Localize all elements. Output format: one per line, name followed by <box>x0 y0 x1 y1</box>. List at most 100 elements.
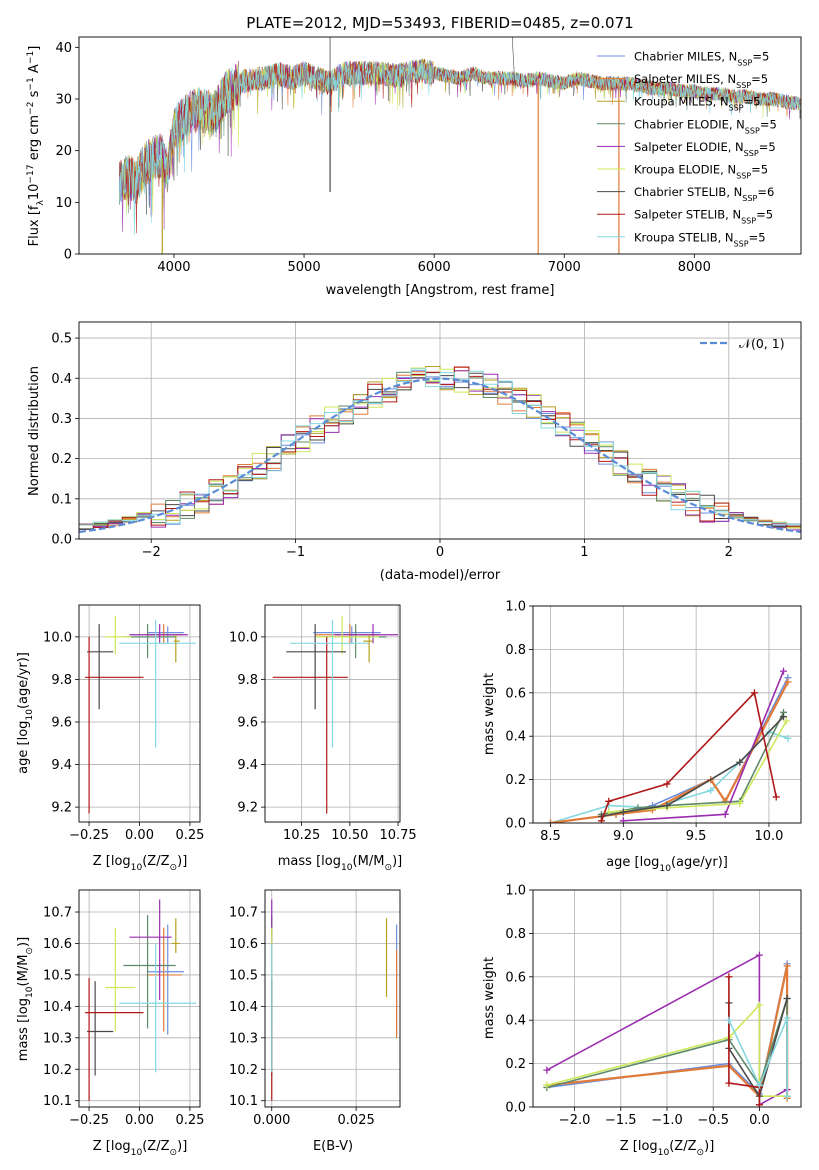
z-age-xlabel-part: 10 <box>131 863 143 873</box>
spectrum-ylabel-part: Flux [f <box>27 205 42 246</box>
legend-label-1-part: SSP <box>736 81 751 90</box>
age-weight-line-3 <box>601 711 785 816</box>
z-mass-ytick-label: 10.3 <box>43 1031 72 1046</box>
z-weight-marker <box>783 1092 791 1100</box>
spectrum-frame <box>78 36 802 255</box>
spectrum-ylabel-part: A <box>27 64 42 77</box>
z-age-axes: −0.25 0.00 0.25 9.2 9.4 9.6 9.8 10.0 <box>43 604 204 843</box>
z-mass-ytick-label: 10.2 <box>43 1063 72 1078</box>
age-weight-ytick-label: 0.6 <box>505 686 526 701</box>
age-weight-marker <box>772 793 780 801</box>
ebv-mass-ytick-label: 10.2 <box>229 1063 258 1078</box>
z-weight-marker <box>755 1081 763 1089</box>
age-weight-line-7 <box>600 691 777 822</box>
z-weight-marker <box>783 962 791 970</box>
legend-label-8-part: Kroupa STELIB, N <box>634 230 734 244</box>
age-weight-ylabel: mass weight <box>482 673 497 755</box>
normal-curve <box>79 377 801 534</box>
residual-xlabel: (data-model)/error <box>380 568 501 583</box>
z-age-xtick-label: 0.25 <box>175 828 204 843</box>
age-weight-plot-area <box>546 667 792 823</box>
residual-xtick-label: −2 <box>142 545 161 560</box>
ebv-mass-axes: 0.000 0.025 10.1 10.2 10.3 10.4 10.5 10.6 10.7 <box>229 889 401 1128</box>
z-weight-ytick-label: 0.6 <box>505 970 526 985</box>
z-weight-marker <box>543 1066 551 1074</box>
z-mass-ytick-label: 10.5 <box>43 968 72 983</box>
mass-age-xtick-label: 10.75 <box>379 828 416 843</box>
spectrum-ylabel-part: s <box>27 90 42 101</box>
residual-xtick-label: 2 <box>725 545 733 560</box>
z-weight-plot-area <box>543 951 791 1107</box>
ebv-mass-ytick-label: 10.5 <box>229 968 258 983</box>
z-weight-ytick-label: 0.4 <box>505 1014 526 1029</box>
z-mass-xlabel-part: )] <box>177 1139 187 1154</box>
z-weight-xtick-label: −1.5 <box>605 1113 637 1128</box>
z-weight-ytick-label: 0.2 <box>505 1057 526 1072</box>
z-age-plot-area <box>85 615 196 814</box>
ebv-mass-xtick-label: 0.025 <box>338 1113 375 1128</box>
z-weight-marker <box>755 951 763 959</box>
z-age-xtick-label: 0.00 <box>125 828 154 843</box>
z-weight-marker <box>783 995 791 1002</box>
legend-label-0-part: Chabrier MILES, N <box>634 50 737 64</box>
spectrum-ytick-label: 40 <box>55 41 72 56</box>
spectrum-ylabel-part: ] <box>27 46 42 51</box>
z-age-ytick-label: 10.0 <box>43 630 72 645</box>
age-weight-xlabel-part: age [log <box>606 855 659 870</box>
z-mass-xlabel: Z [log10(Z/Z⊙)] <box>93 1139 188 1158</box>
mass-age-xtick-label: 10.25 <box>283 828 320 843</box>
z-weight-xlabel-part: Z [log <box>620 1139 658 1154</box>
z-weight-xtick-label: −0.5 <box>697 1113 729 1128</box>
legend-label-3: Chabrier ELODIE, NSSP=5 <box>634 117 777 135</box>
z-age-ytick-label: 9.8 <box>51 673 72 688</box>
spectrum-title: PLATE=2012, MJD=53493, FIBERID=0485, z=0… <box>246 14 633 32</box>
legend-label-0: Chabrier MILES, NSSP=5 <box>634 50 769 68</box>
mass-age-ytick-label: 9.4 <box>237 758 258 773</box>
z-age-ytick-label: 9.4 <box>51 758 72 773</box>
z-weight-frame <box>532 889 802 1108</box>
age-weight-marker <box>780 667 788 675</box>
legend-label-5-part: =5 <box>751 163 768 177</box>
legend-label-6: Chabrier STELIB, NSSP=6 <box>634 185 774 203</box>
age-weight-marker <box>546 819 554 823</box>
mass-age-xlabel-part: (M/M <box>353 854 385 869</box>
legend-label-5-part: SSP <box>736 171 751 180</box>
ebv-mass-frame <box>264 889 401 1108</box>
z-mass-frame <box>78 889 201 1108</box>
z-weight-xtick-label: 0.0 <box>749 1113 770 1128</box>
z-mass-ylabel-part: ⊙ <box>25 947 35 955</box>
legend-label-1-part: =5 <box>751 72 768 86</box>
z-age-ylabel: age [log10(age/yr)] <box>16 652 35 774</box>
z-mass-axes: −0.25 0.00 0.25 10.1 10.2 10.3 10.4 10.5 10.6 10.… <box>43 889 204 1128</box>
residual-axes: −2 −1 0 1 2 0.0 0.1 0.2 0.3 0.4 0.5 <box>51 321 802 560</box>
age-weight-marker <box>750 689 758 697</box>
age-weight-marker <box>663 802 671 810</box>
legend-label-1-part: Salpeter MILES, N <box>634 72 736 86</box>
mass-age-ytick-label: 9.6 <box>237 716 258 731</box>
spectrum-xtick-label: 4000 <box>157 260 190 275</box>
age-weight-xtick-label: 9.5 <box>686 829 707 844</box>
legend-label-8-part: =5 <box>749 230 766 244</box>
z-weight-xtick-label: −2.0 <box>559 1113 591 1128</box>
histogram-series-8 <box>79 368 801 526</box>
z-weight-ytick-label: 0.0 <box>505 1101 526 1116</box>
legend-label-2-part: Kroupa MILES, N <box>634 95 729 109</box>
legend-label-0-part: =5 <box>752 50 769 64</box>
spectrum-xtick-label: 8000 <box>678 260 711 275</box>
residual-ytick-label: 0.0 <box>51 533 72 548</box>
age-weight-ytick-label: 0.8 <box>505 643 526 658</box>
legend-label-1: Salpeter MILES, NSSP=5 <box>634 72 768 90</box>
legend-label-3-part: =5 <box>760 117 777 131</box>
residual-ylabel: Normed distribution <box>27 366 42 496</box>
residual-ytick-label: 0.5 <box>51 332 72 347</box>
legend-label-7: Salpeter STELIB, NSSP=5 <box>634 208 773 226</box>
age-weight-ytick-label: 0.0 <box>505 817 526 832</box>
legend-label-8: Kroupa STELIB, NSSP=5 <box>634 230 766 248</box>
residual-ytick-label: 0.4 <box>51 372 72 387</box>
legend-label-4-part: SSP <box>744 148 759 157</box>
normal-legend-label: 𝒩(0, 1) <box>739 336 785 351</box>
legend-label-4-part: Salpeter ELODIE, N <box>634 140 744 154</box>
z-mass-xtick-label: 0.25 <box>175 1113 204 1128</box>
age-weight-marker <box>784 734 792 742</box>
z-weight-axes: −2.0 −1.5 −1.0 −0.5 0.0 0.0 0.2 0.4 0.6 0.8 1.0 <box>505 884 802 1128</box>
